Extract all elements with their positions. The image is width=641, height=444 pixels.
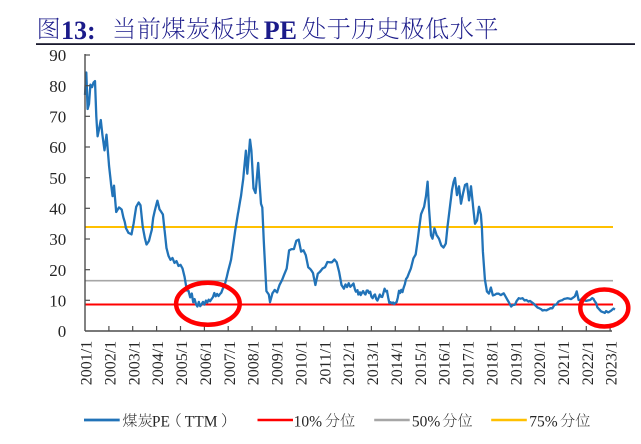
svg-text:2003/1: 2003/1 (126, 341, 143, 385)
svg-text:2015/1: 2015/1 (413, 341, 430, 385)
svg-text:2021/1: 2021/1 (556, 341, 573, 385)
svg-text:20: 20 (49, 261, 66, 280)
svg-text:2012/1: 2012/1 (341, 341, 358, 385)
svg-text:2005/1: 2005/1 (174, 341, 191, 385)
svg-text:2017/1: 2017/1 (461, 341, 478, 385)
svg-text:TTM: TTM (185, 413, 218, 430)
svg-text:2010/1: 2010/1 (293, 341, 310, 385)
svg-text:2007/1: 2007/1 (222, 341, 239, 385)
svg-text:10: 10 (49, 291, 66, 310)
svg-text:PE: PE (152, 413, 170, 430)
svg-text:70: 70 (49, 107, 66, 126)
svg-text:2004/1: 2004/1 (150, 341, 167, 385)
svg-text:40: 40 (49, 199, 66, 218)
svg-text:2011/1: 2011/1 (317, 341, 334, 385)
svg-text:50: 50 (49, 169, 66, 188)
svg-text:2014/1: 2014/1 (389, 341, 406, 385)
svg-text:2008/1: 2008/1 (246, 341, 263, 385)
svg-text:2016/1: 2016/1 (437, 341, 454, 385)
svg-text:13:: 13: (61, 16, 96, 45)
svg-text:10%: 10% (294, 413, 323, 430)
svg-text:0: 0 (58, 322, 67, 341)
svg-text:2020/1: 2020/1 (532, 341, 549, 385)
svg-text:50%: 50% (412, 413, 441, 430)
svg-text:2023/1: 2023/1 (604, 341, 621, 385)
svg-text:2001/1: 2001/1 (79, 341, 96, 385)
svg-text:90: 90 (49, 46, 66, 65)
svg-text:2002/1: 2002/1 (103, 341, 120, 385)
svg-text:60: 60 (49, 138, 66, 157)
svg-text:2009/1: 2009/1 (270, 341, 287, 385)
svg-text:2006/1: 2006/1 (198, 341, 215, 385)
svg-text:80: 80 (49, 77, 66, 96)
svg-text:2019/1: 2019/1 (508, 341, 525, 385)
svg-text:2018/1: 2018/1 (484, 341, 501, 385)
svg-text:PE: PE (264, 16, 297, 45)
svg-text:75%: 75% (529, 413, 558, 430)
svg-text:2022/1: 2022/1 (580, 341, 597, 385)
svg-text:2013/1: 2013/1 (365, 341, 382, 385)
svg-text:30: 30 (49, 230, 66, 249)
